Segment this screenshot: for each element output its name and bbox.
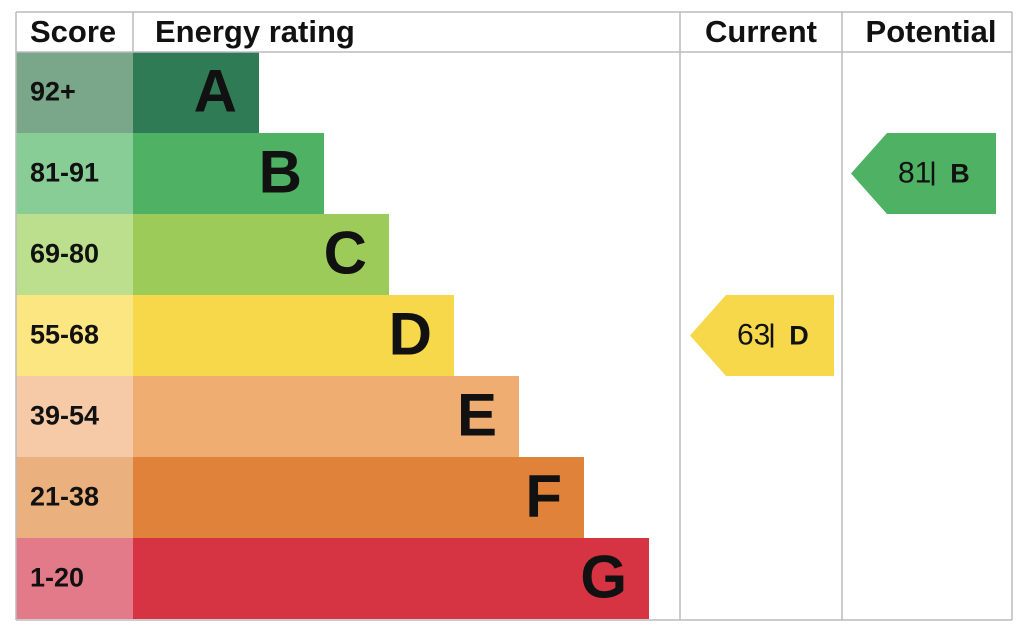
score-cell [16, 538, 133, 619]
score-cell [16, 52, 133, 133]
score-cell [16, 376, 133, 457]
band-letter: E [457, 381, 497, 448]
band-letter: G [580, 543, 627, 610]
score-cell [16, 214, 133, 295]
score-label: 21-38 [30, 482, 99, 512]
score-cell [16, 457, 133, 538]
header: Potential [866, 14, 997, 49]
header: Current [705, 14, 817, 49]
score-label: 92+ [30, 77, 76, 107]
band-letter: B [259, 138, 302, 205]
score-label: 69-80 [30, 239, 99, 269]
current-letter: D [789, 321, 809, 351]
potential-arrow [851, 133, 996, 214]
rating-bar [133, 52, 259, 133]
rating-bar [133, 295, 454, 376]
band-letter: D [389, 300, 432, 367]
score-label: 81-91 [30, 158, 99, 188]
score-label: 1-20 [30, 563, 84, 593]
potential-value: 81 [898, 156, 931, 189]
band-letter: A [194, 57, 237, 124]
rating-bar [133, 133, 324, 214]
header: Energy rating [155, 14, 355, 49]
current-value: 63 [737, 318, 770, 351]
rating-bar [133, 457, 584, 538]
rating-bar [133, 214, 389, 295]
current-arrow [690, 295, 834, 376]
score-cell [16, 295, 133, 376]
header: Score [30, 14, 116, 49]
rating-bar [133, 376, 519, 457]
score-cell [16, 133, 133, 214]
rating-bar [133, 538, 649, 619]
band-letter: F [525, 462, 562, 529]
score-label: 55-68 [30, 320, 99, 350]
score-label: 39-54 [30, 401, 99, 431]
potential-letter: B [950, 159, 970, 189]
band-letter: C [324, 219, 367, 286]
